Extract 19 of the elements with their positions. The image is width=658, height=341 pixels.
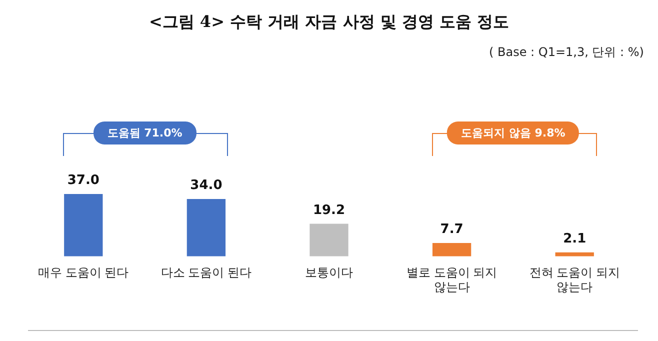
chart-title: <그림 4> 수탁 거래 자금 사정 및 경영 도움 정도 xyxy=(148,12,510,33)
bar xyxy=(555,252,594,256)
bar xyxy=(310,224,348,256)
data-label: 37.0 xyxy=(67,173,100,188)
data-label: 19.2 xyxy=(312,202,346,218)
x-tick-label: 보통이다 xyxy=(305,266,353,280)
text: 도움되지 않음 9.8% xyxy=(447,122,580,144)
text: 도움됨 71.0% xyxy=(93,122,196,144)
bar xyxy=(186,198,226,256)
bar xyxy=(432,242,472,256)
bar xyxy=(64,194,103,256)
x-tick-label: 전혀 도움이 되지 않는다 xyxy=(529,266,620,294)
data-label: 7.7 xyxy=(440,222,464,238)
text: ( Base : Q1=1,3, 단위 : %) xyxy=(489,44,644,61)
x-tick-label: 다소 도움이 된다 xyxy=(160,266,252,280)
x-tick-label: 매우 도움이 된다 xyxy=(38,266,129,280)
data-label: 2.1 xyxy=(563,232,586,247)
x-tick-label: 별로 도움이 되지 않는다 xyxy=(406,266,498,294)
data-label: 34.0 xyxy=(190,178,222,194)
